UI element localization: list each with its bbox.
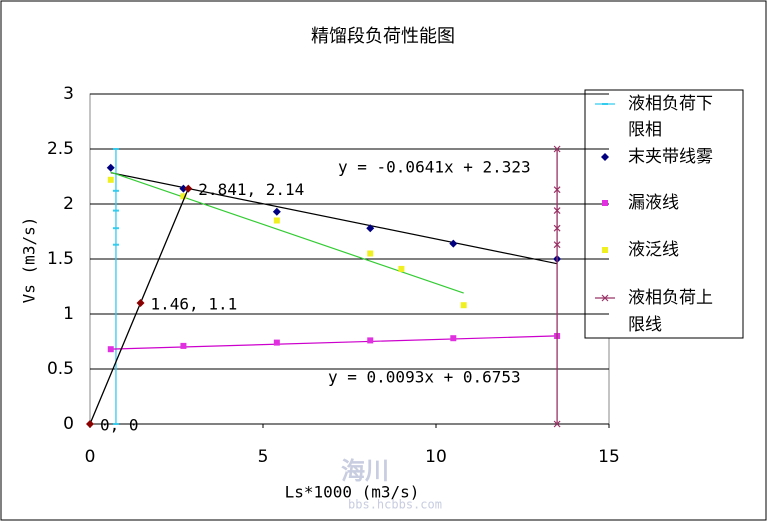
marker: [180, 342, 187, 349]
marker: [553, 207, 561, 215]
legend-line-text: 限相: [628, 120, 662, 140]
trend-equation: y = 0.0093x + 0.6753: [328, 368, 521, 387]
marker: [107, 346, 114, 353]
trend-equation: y = -0.0641x + 2.323: [338, 158, 531, 177]
marker: [366, 224, 375, 233]
x-tick-label: 10: [425, 447, 447, 467]
marker: [367, 250, 374, 257]
legend-label: 末夹带线雾: [628, 147, 713, 167]
legend-label: 漏液线: [628, 193, 679, 213]
marker: [601, 294, 609, 302]
marker: [450, 335, 457, 342]
marker: [553, 224, 561, 232]
legend-line-text: 限线: [628, 315, 662, 335]
point-label: 0, 0: [100, 416, 139, 435]
y-tick-label: 0: [63, 414, 74, 434]
marker: [273, 217, 280, 224]
chart-title: 精馏段负荷性能图: [311, 26, 455, 47]
x-axis-title: Ls*1000 (m3/s): [285, 483, 420, 502]
marker: [602, 200, 608, 206]
y-tick-label: 2.5: [47, 139, 74, 159]
legend-label: 液相负荷下限相: [628, 94, 713, 140]
marker: [272, 207, 281, 216]
marker: [460, 302, 467, 309]
marker: [367, 337, 374, 344]
marker: [273, 339, 280, 346]
y-tick-label: 1.5: [47, 249, 74, 269]
y-tick-label: 0.5: [47, 359, 74, 379]
y-tick-label: 3: [63, 84, 74, 104]
legend-label: 液相负荷上限线: [628, 288, 713, 335]
legend-label: 液泛线: [628, 240, 679, 260]
marker: [180, 193, 187, 200]
legend-line-text: 液相负荷上: [628, 288, 713, 308]
marker: [106, 163, 115, 172]
marker: [449, 239, 458, 248]
marker: [179, 184, 188, 193]
marker: [398, 265, 405, 272]
marker: [553, 420, 561, 428]
watermark: 海川: [341, 457, 389, 485]
y-tick-label: 2: [63, 194, 74, 214]
marker: [553, 186, 561, 194]
x-tick-label: 0: [85, 447, 96, 467]
trendline: [110, 171, 464, 294]
marker: [601, 153, 609, 161]
legend-line-text: 液相负荷下: [628, 94, 713, 114]
legend: [584, 89, 744, 339]
marker: [86, 420, 94, 428]
watermark: bbs.hcbbs.com: [348, 498, 442, 512]
y-tick-label: 1: [63, 304, 74, 324]
point-label: 1.46, 1.1: [151, 295, 238, 314]
marker: [136, 299, 145, 307]
marker: [553, 145, 561, 153]
x-tick-label: 5: [258, 447, 269, 467]
x-tick-label: 15: [598, 447, 620, 467]
y-axis-title: Vs (m3/s): [20, 217, 39, 304]
point-label: 2.841, 2.14: [198, 180, 304, 199]
marker: [107, 176, 114, 183]
marker: [553, 241, 561, 249]
marker: [184, 184, 193, 193]
marker: [602, 247, 608, 253]
